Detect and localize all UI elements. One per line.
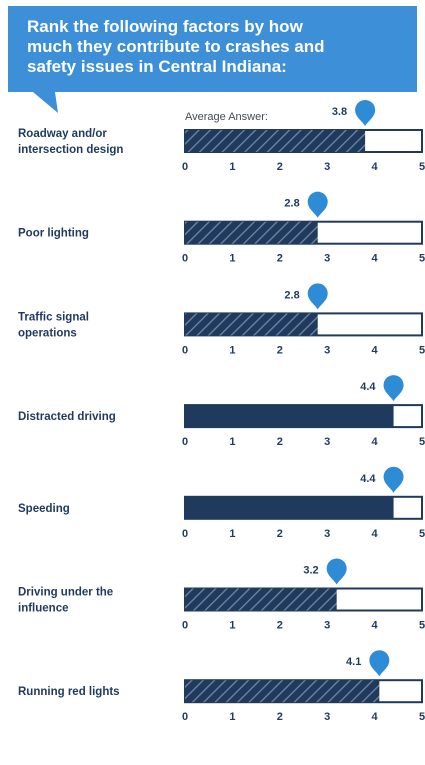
factor-label: Roadway and/or intersection design: [18, 128, 123, 156]
x-tick-label: 4: [372, 161, 379, 173]
value-pin-icon: [326, 558, 347, 585]
x-tick-label: 0: [182, 344, 188, 356]
value-label: 4.1: [346, 656, 361, 668]
x-tick-label: 1: [229, 253, 235, 265]
x-tick-label: 2: [277, 161, 283, 173]
x-tick-label: 3: [324, 436, 330, 448]
x-tick-label: 1: [229, 344, 235, 356]
x-tick-label: 1: [229, 711, 235, 723]
bar: [185, 680, 380, 703]
title-banner: [8, 6, 417, 113]
bar-row: Roadway and/or intersection design 3.8 0 1 2 3…: [18, 100, 425, 173]
x-tick-label: 4: [372, 711, 379, 723]
value-pin-icon: [355, 100, 376, 126]
x-tick-label: 5: [419, 528, 425, 540]
value-pin-icon: [383, 375, 404, 402]
value-label: 3.2: [303, 565, 318, 577]
x-tick-label: 2: [277, 528, 283, 540]
x-tick-label: 3: [324, 528, 330, 540]
bar: [185, 496, 394, 519]
chart-title-line: safety issues in Central Indiana:: [27, 57, 287, 76]
factor-label: Distracted driving: [18, 411, 116, 423]
factor-label-line: influence: [18, 603, 68, 615]
bar-row: Traffic signal operations 2.8 0 1 2 3 4 5: [18, 283, 425, 356]
factor-label-line: Running red lights: [18, 686, 120, 698]
factor-label-line: intersection design: [18, 144, 123, 156]
x-tick-label: 0: [182, 253, 188, 265]
bar: [185, 405, 394, 428]
x-tick-label: 0: [182, 620, 188, 632]
bar: [185, 313, 318, 336]
x-tick-label: 2: [277, 253, 283, 265]
x-tick-label: 4: [372, 253, 379, 265]
chart-title-line: Rank the following factors by how: [27, 17, 304, 36]
bar-row: Distracted driving 4.4 0 1 2 3 4 5: [18, 375, 425, 448]
value-pin-icon: [369, 650, 390, 677]
bar-rows: Roadway and/or intersection design 3.8 0 1 2 3…: [18, 100, 425, 723]
x-tick-label: 4: [372, 436, 379, 448]
bar: [185, 588, 337, 611]
x-tick-label: 3: [324, 161, 330, 173]
chart-title-line: much they contribute to crashes and: [27, 37, 325, 56]
factor-label-line: operations: [18, 327, 77, 339]
factor-label: Poor lighting: [18, 228, 89, 240]
x-tick-label: 2: [277, 344, 283, 356]
value-label: 4.4: [360, 381, 376, 393]
x-tick-label: 5: [419, 253, 425, 265]
bar: [185, 221, 318, 244]
x-tick-label: 1: [229, 528, 235, 540]
x-tick-label: 2: [277, 711, 283, 723]
x-tick-label: 1: [229, 161, 235, 173]
x-tick-label: 5: [419, 711, 425, 723]
factor-label-line: Poor lighting: [18, 228, 89, 240]
bar-row: Driving under the influence 3.2 0 1 2 3 4 5: [18, 558, 425, 632]
x-tick-label: 0: [182, 711, 188, 723]
factor-label: Traffic signal operations: [18, 311, 89, 339]
value-label: 4.4: [360, 473, 376, 485]
value-label: 2.8: [284, 289, 299, 301]
x-tick-label: 5: [419, 161, 425, 173]
factor-label-line: Speeding: [18, 503, 70, 515]
x-tick-label: 5: [419, 344, 425, 356]
value-pin-icon: [307, 283, 328, 310]
value-pin-icon: [383, 466, 404, 493]
x-tick-label: 3: [324, 620, 330, 632]
x-tick-label: 3: [324, 344, 330, 356]
x-tick-label: 1: [229, 620, 235, 632]
average-answer-caption: Average Answer:: [185, 111, 268, 123]
factor-label: Speeding: [18, 503, 70, 515]
factor-label-line: Distracted driving: [18, 411, 116, 423]
x-tick-label: 2: [277, 436, 283, 448]
bar-row: Running red lights 4.1 0 1 2 3 4 5: [18, 650, 425, 723]
x-tick-label: 5: [419, 436, 425, 448]
value-label: 3.8: [332, 106, 347, 118]
x-tick-label: 0: [182, 436, 188, 448]
factor-label: Driving under the influence: [18, 587, 113, 615]
x-tick-label: 2: [277, 620, 283, 632]
x-tick-label: 4: [372, 528, 379, 540]
x-tick-label: 4: [372, 344, 379, 356]
bar-row: Poor lighting 2.8 0 1 2 3 4 5: [18, 191, 425, 265]
x-tick-label: 4: [372, 620, 379, 632]
x-tick-label: 1: [229, 436, 235, 448]
x-tick-label: 0: [182, 528, 188, 540]
x-tick-label: 0: [182, 161, 188, 173]
factor-label: Running red lights: [18, 686, 120, 698]
factor-label-line: Driving under the: [18, 587, 113, 599]
x-tick-label: 3: [324, 711, 330, 723]
value-label: 2.8: [284, 198, 299, 210]
factor-label-line: Roadway and/or: [18, 128, 107, 140]
bar: [185, 130, 366, 152]
x-tick-label: 3: [324, 253, 330, 265]
bar-row: Speeding 4.4 0 1 2 3 4 5: [18, 466, 425, 540]
factor-label-line: Traffic signal: [18, 311, 89, 323]
x-tick-label: 5: [419, 620, 425, 632]
value-pin-icon: [307, 191, 328, 218]
chart-title: Rank the following factors by how much t…: [27, 17, 329, 76]
